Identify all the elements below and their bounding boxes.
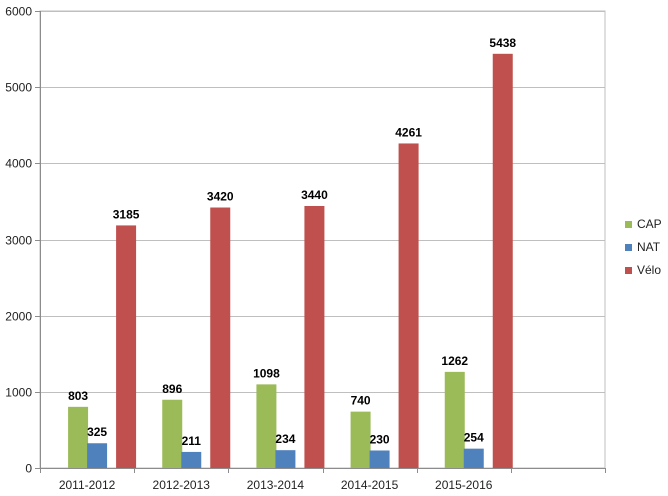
axes: 0 1000 2000 3000 4000 5000 6000 2011-2012 2012-2… bbox=[5, 5, 606, 492]
data-labels: 803 896 1098 740 1262 325 211 234 230 254 3185 3420… bbox=[68, 36, 516, 448]
y-tick-label-0: 0 bbox=[25, 462, 32, 476]
y-tick-label-5000: 5000 bbox=[5, 81, 32, 95]
data-label-nat-2012-2013: 211 bbox=[182, 434, 202, 448]
data-label-cap-2015-2016: 1262 bbox=[441, 354, 468, 368]
data-label-nat-2015-2016: 254 bbox=[464, 431, 484, 445]
bar-velo-2011-2012 bbox=[116, 225, 137, 468]
y-tick-label-1000: 1000 bbox=[5, 386, 32, 400]
legend: CAP NAT Vélo bbox=[625, 217, 662, 277]
x-tick-label-2014-2015: 2014-2015 bbox=[341, 478, 399, 492]
legend-label-nat: NAT bbox=[637, 240, 661, 254]
bar-velo-2014-2015 bbox=[398, 143, 419, 468]
bar-nat-2013-2014 bbox=[275, 450, 296, 468]
y-tick-label-3000: 3000 bbox=[5, 234, 32, 248]
bar-cap-2015-2016 bbox=[444, 371, 465, 468]
bar-nat-2011-2012 bbox=[87, 443, 108, 468]
x-tick-label-2015-2016: 2015-2016 bbox=[435, 478, 493, 492]
bar-nat-2012-2013 bbox=[181, 451, 202, 468]
legend-label-velo: Vélo bbox=[637, 263, 661, 277]
data-label-cap-2011-2012: 803 bbox=[68, 389, 88, 403]
data-label-velo-2015-2016: 5438 bbox=[489, 36, 516, 50]
x-tick-label-2013-2014: 2013-2014 bbox=[247, 478, 305, 492]
data-label-nat-2013-2014: 234 bbox=[275, 432, 295, 446]
x-tick-label-2012-2013: 2012-2013 bbox=[153, 478, 211, 492]
bar-velo-2013-2014 bbox=[304, 205, 325, 468]
data-label-velo-2012-2013: 3420 bbox=[207, 190, 234, 204]
data-label-nat-2011-2012: 325 bbox=[87, 425, 107, 439]
bar-cap-2014-2015 bbox=[350, 411, 371, 468]
data-label-cap-2014-2015: 740 bbox=[351, 394, 371, 408]
y-tick-label-6000: 6000 bbox=[5, 5, 32, 19]
data-label-nat-2014-2015: 230 bbox=[370, 432, 390, 446]
data-label-velo-2013-2014: 3440 bbox=[301, 188, 328, 202]
y-tick-label-2000: 2000 bbox=[5, 310, 32, 324]
legend-swatch-cap bbox=[625, 221, 632, 228]
bar-cap-2013-2014 bbox=[256, 384, 277, 468]
bar-velo-2012-2013 bbox=[210, 207, 231, 468]
legend-label-cap: CAP bbox=[637, 217, 662, 231]
legend-swatch-nat bbox=[625, 244, 632, 251]
bar-cap-2011-2012 bbox=[68, 406, 89, 468]
x-tick-label-2011-2012: 2011-2012 bbox=[59, 478, 116, 492]
bar-cap-2012-2013 bbox=[162, 399, 183, 468]
y-tick-label-4000: 4000 bbox=[5, 157, 32, 171]
bar-velo-2015-2016 bbox=[492, 53, 513, 469]
bar-nat-2015-2016 bbox=[463, 448, 484, 468]
bar-nat-2014-2015 bbox=[369, 450, 390, 468]
bars bbox=[68, 53, 513, 469]
data-label-cap-2012-2013: 896 bbox=[162, 382, 182, 396]
data-label-velo-2014-2015: 4261 bbox=[395, 125, 422, 139]
legend-swatch-velo bbox=[625, 267, 632, 274]
data-label-velo-2011-2012: 3185 bbox=[113, 207, 140, 221]
data-label-cap-2013-2014: 1098 bbox=[253, 366, 280, 380]
